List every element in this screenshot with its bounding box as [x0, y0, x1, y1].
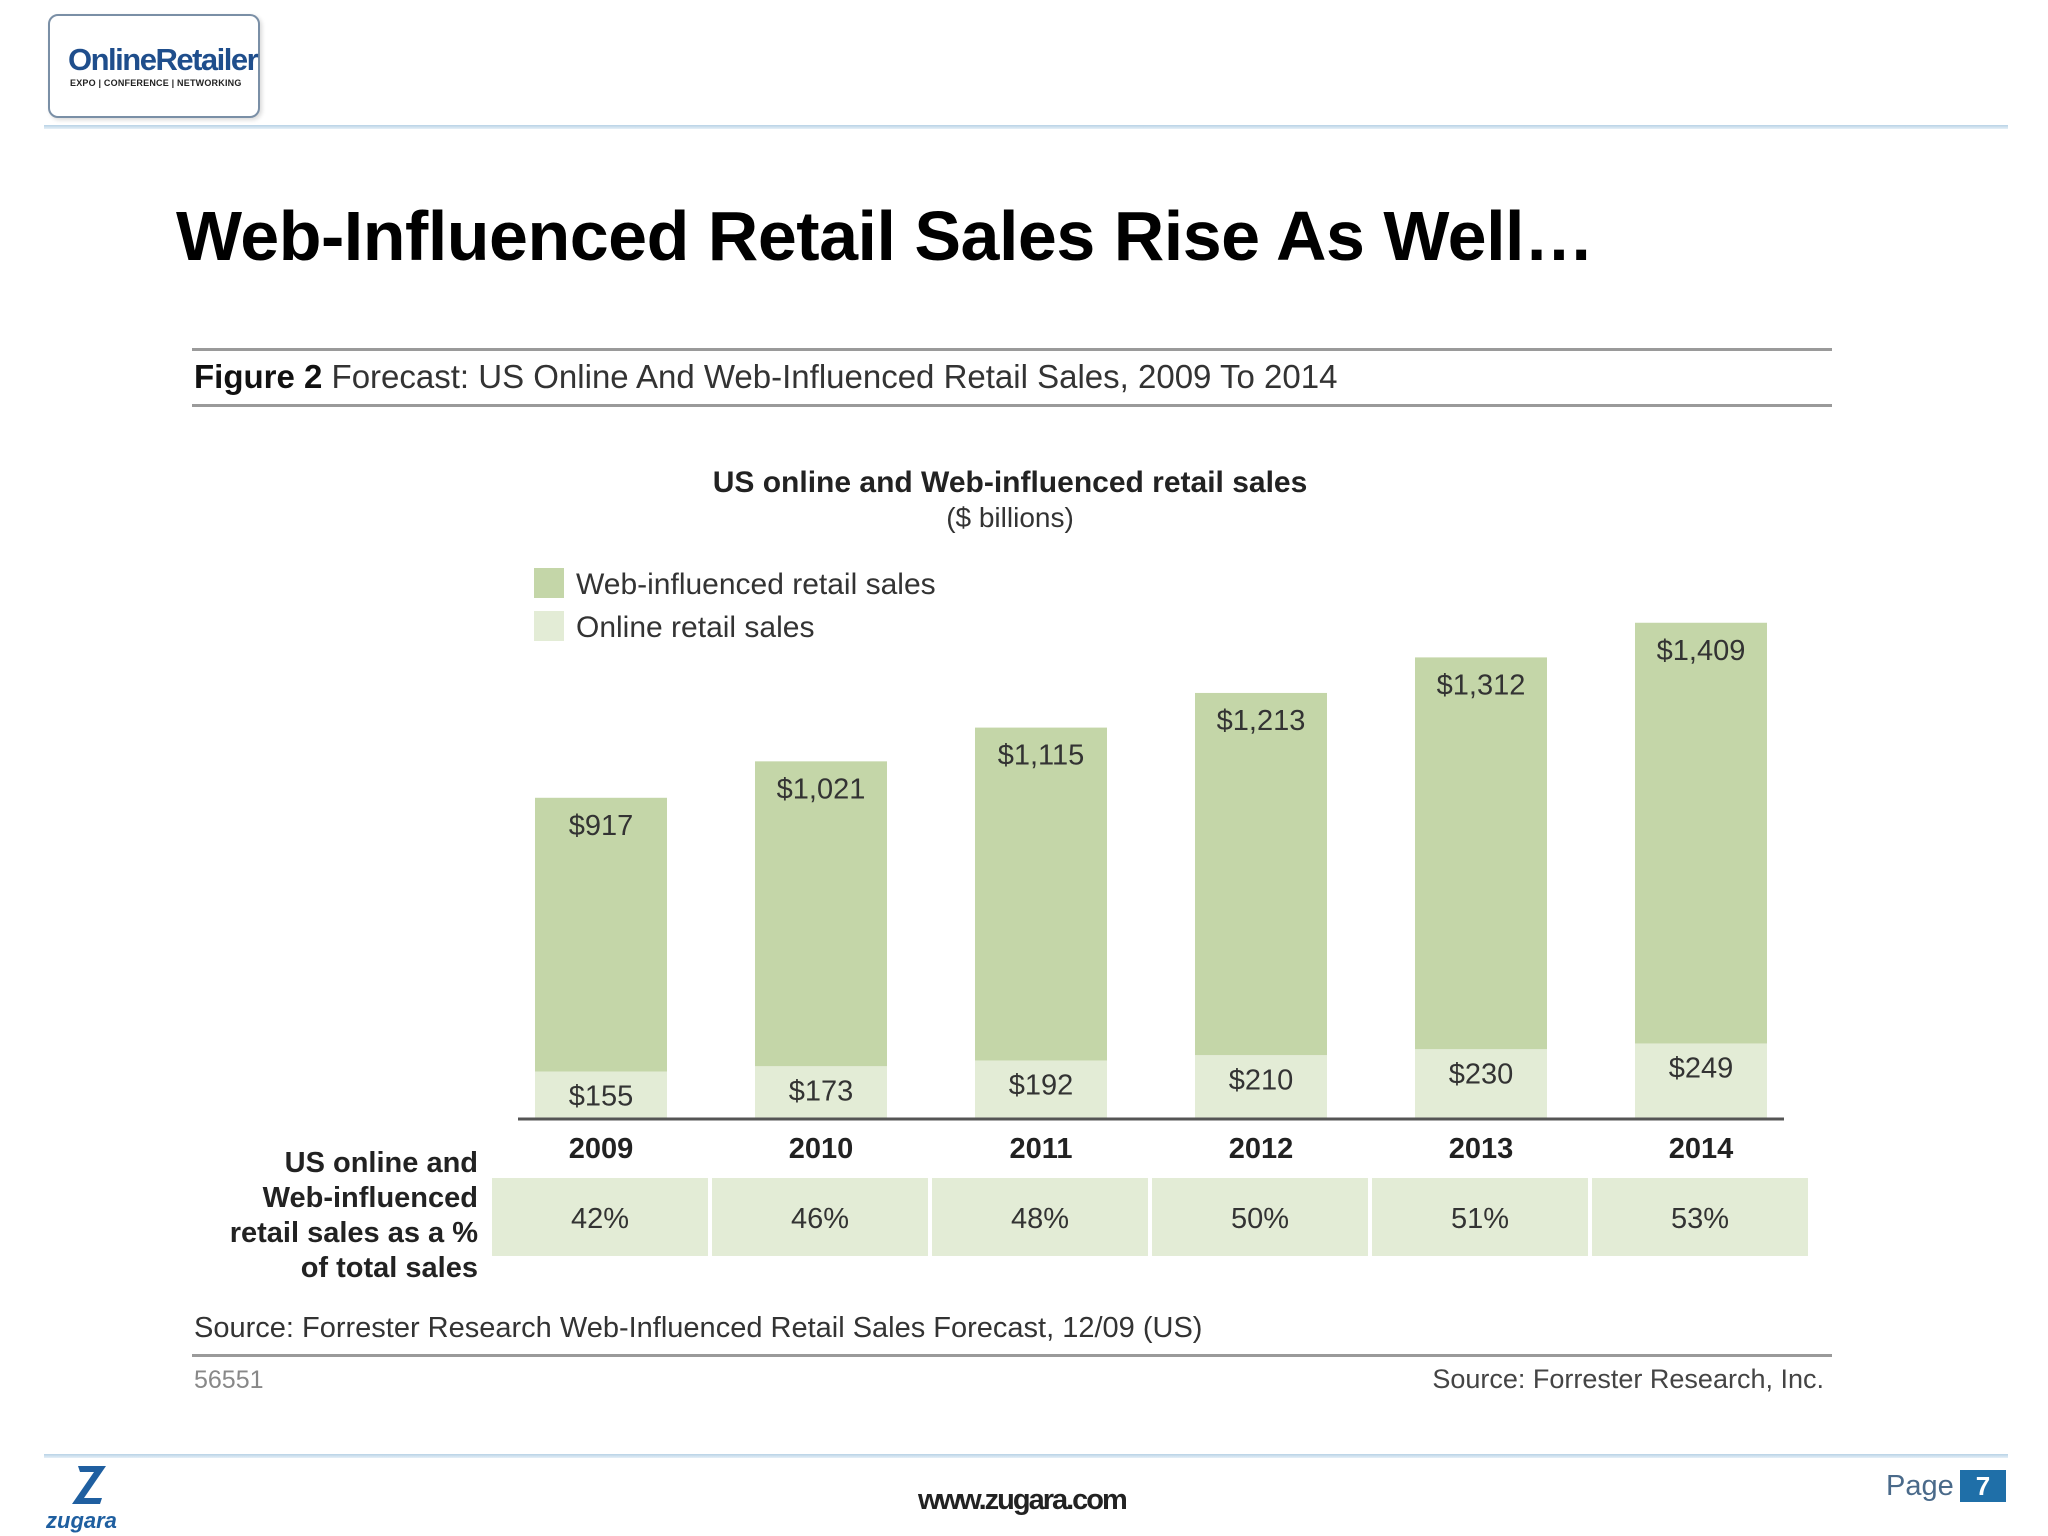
percent-cell	[712, 1178, 928, 1256]
stacked-bar-chart: US online and Web-influenced retail sale…	[230, 466, 1808, 1284]
percent-cell	[492, 1178, 708, 1256]
figure-bottom-rule	[192, 1354, 1832, 1357]
bar-online	[1635, 1043, 1767, 1118]
percent-value: 50%	[1231, 1203, 1289, 1235]
figure-title: Figure 2 Forecast: US Online And Web-Inf…	[194, 358, 1337, 396]
percent-row-label: retail sales as a %	[230, 1217, 478, 1249]
data-label-online: $173	[789, 1075, 854, 1107]
legend-swatch	[534, 568, 564, 598]
logo-tagline: EXPO | CONFERENCE | NETWORKING	[70, 78, 242, 88]
legend-label: Online retail sales	[576, 611, 814, 644]
figure-label: Figure 2	[194, 358, 323, 395]
data-label-web-influenced: $1,115	[998, 740, 1085, 772]
data-label-online: $230	[1449, 1058, 1514, 1090]
figure-top-rule	[192, 348, 1832, 351]
data-label-online: $192	[1009, 1070, 1074, 1102]
x-tick-label: 2013	[1449, 1133, 1514, 1165]
zugara-z-mark	[72, 1466, 106, 1504]
slide-title: Web-Influenced Retail Sales Rise As Well…	[176, 197, 1594, 275]
bar-online	[1415, 1049, 1547, 1118]
x-tick-label: 2009	[569, 1133, 634, 1165]
legend-swatch	[534, 611, 564, 641]
bar-online	[755, 1066, 887, 1118]
zugara-logo: zugara	[45, 1466, 117, 1533]
page-label: Page	[1886, 1470, 1954, 1502]
percent-value: 51%	[1451, 1203, 1509, 1235]
bar-web-influenced	[535, 797, 667, 1072]
x-tick-label: 2010	[789, 1133, 854, 1165]
data-label-web-influenced: $917	[569, 810, 634, 842]
data-label-online: $210	[1229, 1064, 1294, 1096]
percent-value: 48%	[1011, 1203, 1069, 1235]
data-label-web-influenced: $1,312	[1437, 669, 1526, 701]
figure-source: Source: Forrester Research, Inc.	[1432, 1364, 1824, 1394]
bar-web-influenced	[1415, 657, 1547, 1050]
x-tick-label: 2012	[1229, 1133, 1294, 1165]
bar-online	[1195, 1055, 1327, 1118]
bar-online	[535, 1071, 667, 1118]
figure-title-rule	[192, 404, 1832, 407]
online-retailer-logo: OnlineRetailer EXPO | CONFERENCE | NETWO…	[48, 14, 260, 118]
zugara-wordmark: zugara	[45, 1508, 117, 1533]
data-label-web-influenced: $1,021	[777, 773, 866, 805]
percent-value: 53%	[1671, 1203, 1729, 1235]
percent-row-label: of total sales	[301, 1252, 478, 1284]
logo-wordmark: OnlineRetailer	[68, 42, 259, 77]
bar-web-influenced	[1635, 622, 1767, 1044]
percent-row-label: US online and	[285, 1147, 478, 1179]
figure-id: 56551	[194, 1366, 264, 1394]
bar-web-influenced	[1195, 692, 1327, 1056]
figure-caption: Forecast: US Online And Web-Influenced R…	[331, 358, 1338, 395]
chart-source-line: Source: Forrester Research Web-Influence…	[194, 1312, 1203, 1344]
x-tick-label: 2011	[1010, 1133, 1073, 1165]
x-tick-label: 2014	[1669, 1133, 1734, 1165]
legend-label: Web-influenced retail sales	[576, 568, 936, 601]
header-divider	[44, 125, 2008, 129]
bar-web-influenced	[755, 761, 887, 1067]
bar-web-influenced	[975, 727, 1107, 1061]
percent-value: 46%	[791, 1203, 849, 1235]
percent-value: 42%	[571, 1203, 629, 1235]
data-label-online: $155	[569, 1081, 634, 1113]
chart-subtitle: ($ billions)	[946, 502, 1074, 533]
footer-divider	[44, 1454, 2008, 1458]
percent-row-label: Web-influenced	[263, 1182, 478, 1214]
chart-title: US online and Web-influenced retail sale…	[713, 466, 1308, 499]
data-label-online: $249	[1669, 1053, 1734, 1085]
footer-url: www.zugara.com	[918, 1484, 1128, 1516]
page-number: 7	[1960, 1470, 2006, 1502]
bar-online	[975, 1060, 1107, 1118]
percent-cell	[1372, 1178, 1588, 1256]
data-label-web-influenced: $1,213	[1217, 705, 1306, 737]
percent-cell	[932, 1178, 1148, 1256]
percent-cell	[1152, 1178, 1368, 1256]
data-label-web-influenced: $1,409	[1657, 635, 1746, 667]
percent-cell	[1592, 1178, 1808, 1256]
